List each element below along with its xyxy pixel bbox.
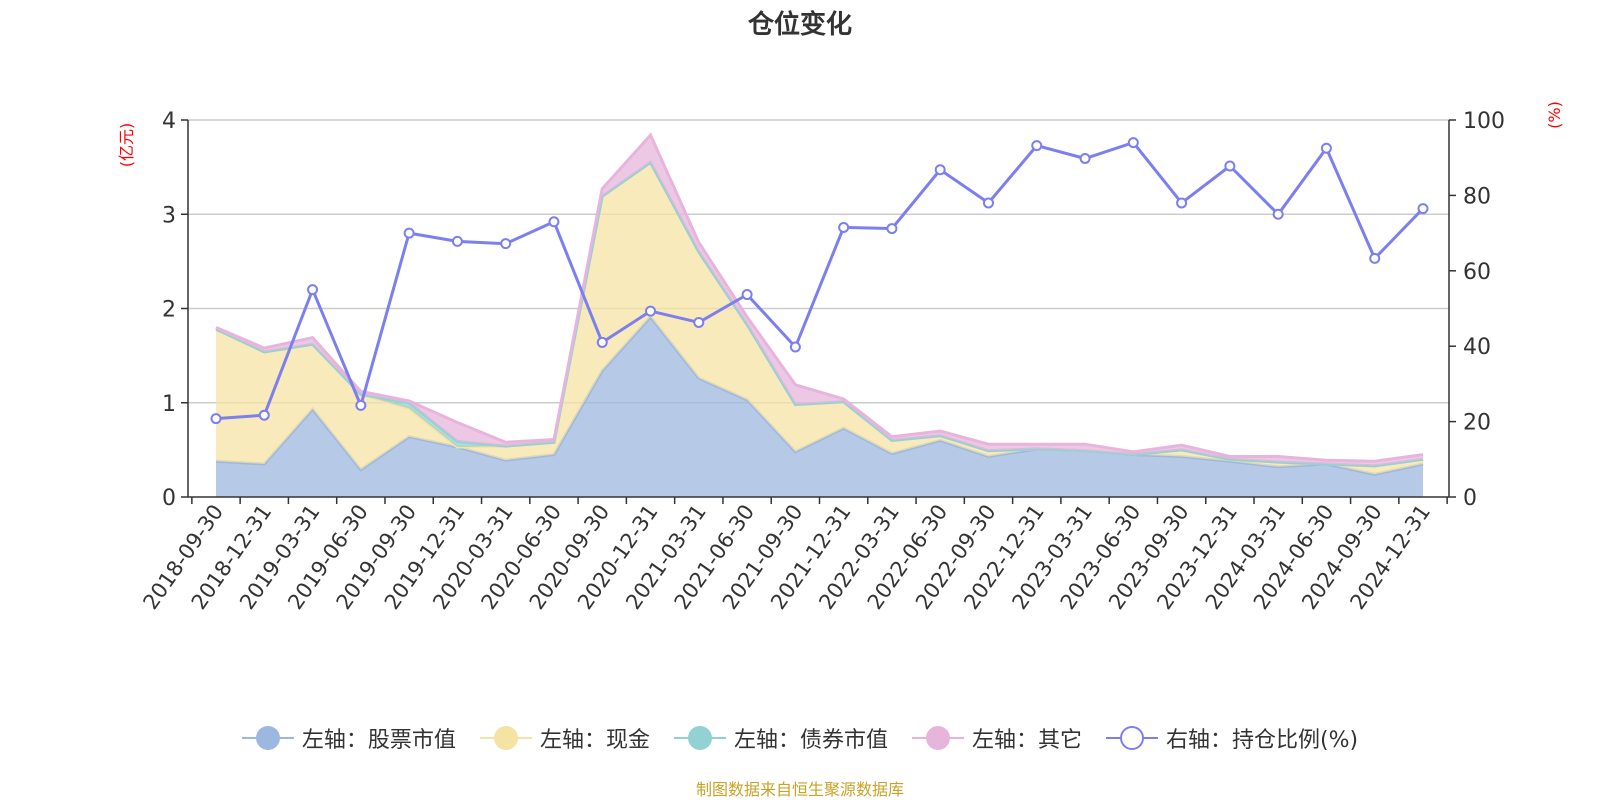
- legend-item[interactable]: 左轴：债券市值: [673, 722, 888, 754]
- ratio-point: [1417, 203, 1429, 215]
- legend-item[interactable]: 左轴：现金: [479, 722, 650, 754]
- legend-label: 左轴：现金: [539, 728, 650, 753]
- area-左轴：现金: [216, 162, 1423, 475]
- ratio-point: [789, 341, 801, 353]
- ratio-point: [451, 235, 463, 247]
- left-axis-unit-label: (亿元): [117, 123, 136, 168]
- legend-item[interactable]: 左轴：股票市值: [241, 722, 456, 754]
- stacked-areas: [215, 132, 1424, 497]
- gridlines: [188, 119, 1449, 404]
- legend-item[interactable]: 左轴：其它: [911, 722, 1082, 754]
- right-tick-label: 0: [1463, 486, 1477, 511]
- legend-swatch: [1105, 726, 1158, 750]
- ratio-point: [838, 221, 850, 233]
- legend-label: 右轴：持仓比例(%): [1165, 728, 1359, 753]
- ratio-line: [210, 137, 1429, 425]
- legend-swatch: [673, 726, 726, 750]
- ratio-point: [307, 284, 319, 296]
- ratio-point: [1320, 142, 1332, 154]
- area-edge-左轴：其它: [215, 132, 1424, 463]
- legend-swatch: [911, 726, 964, 750]
- legend-label: 左轴：债券市值: [733, 728, 888, 753]
- legend-item[interactable]: 右轴：持仓比例(%): [1105, 722, 1359, 754]
- ratio-point: [886, 223, 898, 235]
- legend-swatch-dot: [1119, 726, 1144, 750]
- right-tick-label: 100: [1463, 109, 1505, 134]
- ratio-point: [741, 289, 753, 301]
- data-source-note: 制图数据来自恒生聚源数据库: [695, 780, 904, 799]
- chart-title: 仓位变化: [747, 10, 852, 40]
- legend-swatch: [479, 726, 532, 750]
- ratio-point: [982, 197, 994, 209]
- ratio-point: [596, 336, 608, 348]
- ratio-point: [1127, 137, 1139, 149]
- ratio-point: [548, 216, 560, 228]
- left-tick-label: 4: [162, 109, 176, 134]
- left-tick-label: 2: [162, 298, 176, 323]
- ratio-point: [258, 409, 270, 421]
- ratio-point: [1176, 197, 1188, 209]
- ratio-point: [934, 164, 946, 176]
- ratio-point: [500, 238, 512, 250]
- ratio-point: [403, 227, 415, 239]
- area-左轴：股票市值: [216, 317, 1423, 497]
- ratio-point: [355, 399, 367, 411]
- legend-swatch-dot: [255, 726, 280, 750]
- ratio-point: [693, 316, 705, 328]
- legend-swatch: [241, 726, 294, 750]
- left-tick-label: 0: [162, 486, 176, 511]
- area-edge-左轴：债券市值: [215, 160, 1424, 468]
- right-axis-unit-label: (%): [1545, 101, 1564, 129]
- legend-label: 左轴：其它: [971, 728, 1082, 753]
- chart-legend: 左轴：股票市值 左轴：现金 左轴：债券市值 左轴：其它 右轴：持仓比例(%): [0, 722, 1600, 754]
- legend-label: 左轴：股票市值: [301, 728, 456, 753]
- right-tick-label: 40: [1463, 335, 1491, 360]
- ratio-point: [1224, 160, 1236, 172]
- left-tick-label: 3: [162, 203, 176, 228]
- legend-swatch-dot: [925, 726, 950, 750]
- left-tick-label: 1: [162, 392, 176, 417]
- right-tick-label: 60: [1463, 260, 1491, 285]
- legend-swatch-dot: [687, 726, 712, 750]
- ratio-point: [645, 305, 657, 317]
- ratio-line-path: [215, 140, 1425, 421]
- ratio-point: [1031, 140, 1043, 152]
- legend-swatch-dot: [493, 726, 518, 750]
- area-左轴：其它: [216, 135, 1423, 466]
- ratio-point: [210, 413, 222, 425]
- right-tick-label: 20: [1463, 411, 1491, 436]
- right-tick-label: 80: [1463, 184, 1491, 209]
- ratio-point: [1369, 252, 1381, 264]
- ratio-point: [1079, 152, 1091, 164]
- ratio-point: [1272, 208, 1284, 220]
